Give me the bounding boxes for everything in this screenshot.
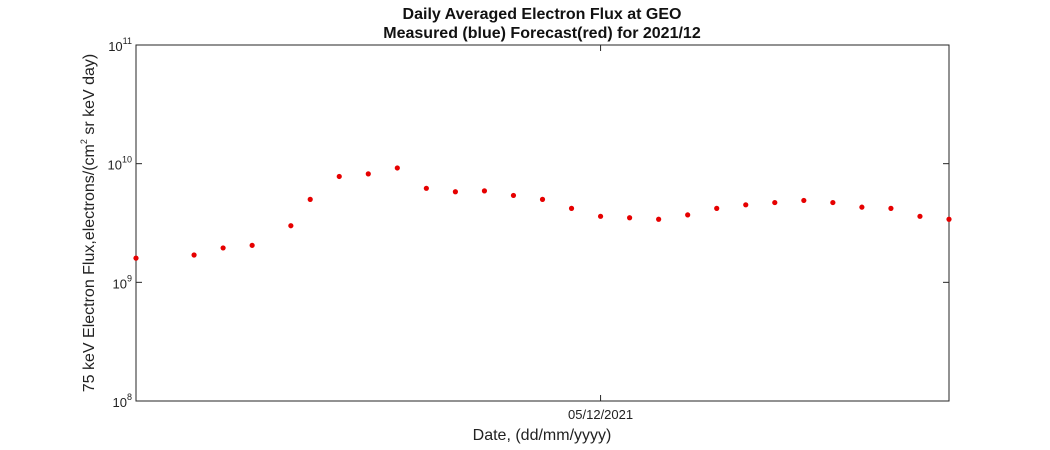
data-point (685, 212, 691, 218)
data-point (307, 196, 313, 202)
data-point (191, 252, 197, 258)
data-point (743, 202, 749, 208)
data-point (220, 245, 226, 251)
data-point (917, 213, 923, 219)
data-point (627, 215, 633, 221)
data-point (946, 216, 952, 222)
x-axis-label: Date, (dd/mm/yyyy) (473, 427, 612, 444)
y-tick-label: 1010 (108, 155, 132, 173)
y-tick-label: 1011 (108, 36, 132, 54)
data-point (510, 192, 517, 199)
data-point (452, 189, 458, 195)
data-point (481, 188, 488, 194)
data-point (249, 242, 255, 248)
data-point (394, 165, 400, 171)
plot-area-frame (135, 44, 950, 402)
data-point (365, 171, 371, 177)
x-tick-label: 05/12/2021 (568, 407, 633, 422)
chart-title: Daily Averaged Electron Flux at GEO (403, 6, 682, 23)
data-point (133, 255, 139, 261)
y-tick-label: 109 (113, 273, 132, 291)
data-point (859, 204, 865, 210)
chart-subtitle: Measured (blue) Forecast(red) for 2021/1… (383, 25, 701, 42)
data-point (336, 173, 342, 180)
data-point (830, 199, 836, 206)
data-point (801, 197, 807, 204)
data-point (423, 185, 429, 191)
data-point (656, 216, 662, 222)
y-tick-label: 108 (113, 392, 132, 410)
y-axis-label: 75 keV Electron Flux,electrons/(cm2 sr k… (79, 54, 98, 392)
data-points (133, 165, 952, 261)
data-point (597, 213, 604, 219)
data-point (714, 205, 720, 211)
data-point (772, 199, 778, 206)
data-point (288, 223, 294, 229)
axis-ticks: 05/12/202110/12/202115/12/202120/12/2021… (108, 36, 949, 422)
data-point (539, 196, 546, 202)
data-point (888, 205, 894, 211)
data-point (568, 205, 575, 211)
